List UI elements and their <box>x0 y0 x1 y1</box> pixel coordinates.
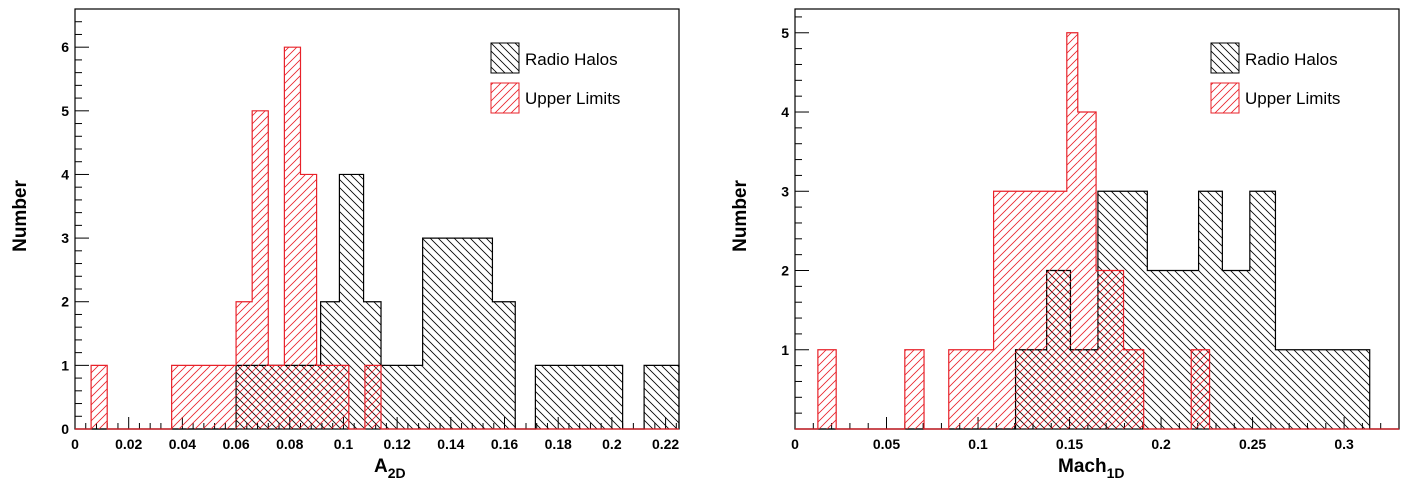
series-a2d <box>75 46 680 430</box>
panel-a2d: 0 0.02 0.04 0.06 0.08 0.1 0.12 0.14 0.16 0.18 0.2 0… <box>10 8 680 481</box>
legend-swatch-radio-halos-mach1d <box>1210 42 1240 74</box>
legend-swatch-radio-halos-a2d <box>490 42 520 74</box>
y-tick-label-mach1d: 5 <box>781 25 789 41</box>
x-tick-label-a2d: 0.08 <box>276 436 303 452</box>
x-tick-label-a2d: 0.22 <box>652 436 679 452</box>
y-tick-label-a2d: 2 <box>61 294 69 310</box>
bar-upper-limits-a2d <box>300 174 317 429</box>
legend-swatch-upper-limits-a2d <box>490 82 520 114</box>
x-tick-label-mach1d: 0.1 <box>968 436 988 452</box>
bar-radio-halos-a2d <box>381 365 423 429</box>
bar-radio-halos-a2d <box>644 365 679 429</box>
bar-upper-limits-a2d <box>284 47 301 429</box>
x-tick-label-a2d: 0.18 <box>545 436 572 452</box>
x-tick-label-mach1d: 0.25 <box>1239 436 1266 452</box>
x-tick-label-mach1d: 0.05 <box>873 436 900 452</box>
bar-upper-limits-a2d <box>268 365 285 429</box>
x-tick-label-a2d: 0.14 <box>437 436 464 452</box>
bar-upper-limits-mach1d <box>1191 349 1210 429</box>
outline-upper-limits-mach1d <box>795 32 1399 430</box>
y-tick-label-a2d: 5 <box>61 103 69 119</box>
legend-label-upper-limits-a2d: Upper Limits <box>525 89 620 108</box>
panel-mach1d: 0 0.05 0.1 0.15 0.2 0.25 0.3 1 2 3 4 5 Mach1D Numbe… <box>730 8 1400 481</box>
x-tick-label-a2d: 0 <box>71 436 79 452</box>
bar-upper-limits-a2d <box>252 110 269 430</box>
bar-radio-halos-mach1d <box>1275 349 1292 429</box>
y-tick-label-mach1d: 2 <box>781 263 789 279</box>
y-axis-title-mach1d: Number <box>730 180 751 252</box>
series-mach1d <box>795 32 1399 430</box>
x-tick-label-a2d: 0.06 <box>222 436 249 452</box>
bar-radio-halos-a2d <box>492 301 516 429</box>
bar-upper-limits-mach1d <box>1066 32 1078 429</box>
y-tick-label-a2d: 3 <box>61 230 69 246</box>
bar-upper-limits-a2d <box>171 365 237 429</box>
y-tick-label-mach1d: 1 <box>781 342 789 358</box>
x-tick-label-a2d: 0.02 <box>115 436 142 452</box>
legend-label-upper-limits-mach1d: Upper Limits <box>1245 89 1340 108</box>
outline-upper-limits-a2d <box>75 46 679 430</box>
x-tick-label-mach1d: 0.15 <box>1056 436 1083 452</box>
x-axis-title-subscript-a2d: 2D <box>388 465 406 481</box>
bar-upper-limits-mach1d <box>993 191 1067 429</box>
bar-upper-limits-a2d <box>236 301 253 429</box>
x-tick-label-mach1d: 0.2 <box>1151 436 1171 452</box>
bar-upper-limits-a2d <box>364 365 382 429</box>
y-tick-label-a2d: 0 <box>61 421 69 437</box>
y-tick-label-a2d: 1 <box>61 357 69 373</box>
x-tick-label-a2d: 0.16 <box>491 436 518 452</box>
bar-radio-halos-mach1d <box>1249 191 1276 429</box>
bar-upper-limits-mach1d <box>904 349 925 429</box>
x-tick-label-a2d: 0.2 <box>602 436 622 452</box>
bar-upper-limits-mach1d <box>1077 112 1097 430</box>
bar-radio-halos-mach1d <box>1291 349 1370 429</box>
bar-upper-limits-mach1d <box>1123 349 1144 429</box>
x-tick-label-a2d: 0.04 <box>169 436 196 452</box>
y-tick-label-a2d: 4 <box>61 166 69 182</box>
legend-mach1d: Radio Halos Upper Limits <box>1210 42 1340 114</box>
y-tick-label-a2d: 6 <box>61 39 69 55</box>
y-tick-label-mach1d: 3 <box>781 183 789 199</box>
y-tick-label-mach1d: 4 <box>781 104 789 120</box>
bar-radio-halos-mach1d <box>1147 270 1199 429</box>
bar-upper-limits-mach1d <box>948 349 994 429</box>
bar-upper-limits-a2d <box>91 365 108 429</box>
bar-radio-halos-a2d <box>422 238 493 429</box>
x-axis-title-subscript-mach1d: 1D <box>1107 465 1125 481</box>
bar-upper-limits-a2d <box>316 365 349 429</box>
legend-a2d: Radio Halos Upper Limits <box>490 42 620 114</box>
bar-radio-halos-mach1d <box>1222 270 1250 429</box>
legend-swatch-upper-limits-mach1d <box>1210 82 1240 114</box>
x-tick-label-a2d: 0.1 <box>334 436 354 452</box>
legend-label-radio-halos-a2d: Radio Halos <box>525 50 618 69</box>
y-axis-title-a2d: Number <box>10 180 31 252</box>
bar-upper-limits-mach1d <box>817 349 837 429</box>
bar-upper-limits-mach1d <box>1096 270 1124 429</box>
legend-label-radio-halos-mach1d: Radio Halos <box>1245 50 1338 69</box>
x-tick-label-a2d: 0.12 <box>384 436 411 452</box>
x-tick-label-mach1d: 0.3 <box>1334 436 1354 452</box>
x-axis-title-a2d: A2D <box>374 456 406 481</box>
x-axis-title-main-a2d: A <box>374 456 388 477</box>
bar-radio-halos-a2d <box>535 365 623 429</box>
x-axis-title-mach1d: Mach1D <box>1058 456 1124 481</box>
x-axis-title-main-mach1d: Mach <box>1058 456 1107 477</box>
x-tick-label-mach1d: 0 <box>791 436 799 452</box>
